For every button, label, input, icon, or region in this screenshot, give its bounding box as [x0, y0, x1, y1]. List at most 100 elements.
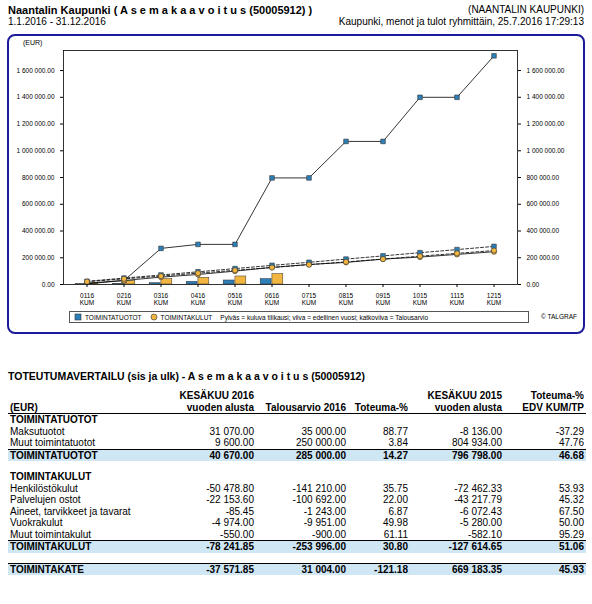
html-text:-100 692.00: -100 692.00 [292, 494, 346, 505]
html-text:-78 241.85: -78 241.85 [206, 541, 254, 552]
svg-text:600 000.00: 600 000.00 [527, 200, 560, 207]
html-text:Talousarvio 2016: Talousarvio 2016 [265, 401, 346, 413]
svg-text:0316KUM: 0316KUM [154, 292, 169, 306]
svg-text:0815KUM: 0815KUM [339, 292, 354, 306]
html-text:-22 153.60: -22 153.60 [206, 494, 254, 505]
svg-text:1 400 000.00: 1 400 000.00 [527, 93, 565, 100]
html-text:-72 462.33: -72 462.33 [454, 482, 502, 494]
svg-text:1 600 000.00: 1 600 000.00 [527, 67, 565, 74]
html-text:-1 243.00: -1 243.00 [303, 505, 346, 517]
html-text:Aineet, tarvikkeet ja tavarat: Aineet, tarvikkeet ja tavarat [10, 505, 131, 517]
html-text:-121.18: -121.18 [374, 563, 408, 575]
html-text:796 798.00: 796 798.00 [451, 449, 502, 461]
svg-text:1015KUM: 1015KUM [413, 292, 428, 306]
html-text:35 000.00: 35 000.00 [301, 425, 346, 437]
html-text:669 183.35: 669 183.35 [451, 563, 502, 575]
html-text:50.00: 50.00 [559, 517, 584, 528]
html-text:-9 951.00: -9 951.00 [303, 517, 346, 528]
html-text:-37.29: -37.29 [555, 425, 584, 437]
html-text:45.93: 45.93 [559, 563, 584, 575]
html-text:-141 210.00: -141 210.00 [292, 482, 346, 494]
html-text:Toteuma-% EDV KUM/TP: Toteuma-% EDV KUM/TP [522, 390, 584, 413]
svg-text:200 000.00: 200 000.00 [22, 254, 55, 261]
html-text:-8 136.00: -8 136.00 [459, 425, 502, 437]
html-text:9 600.00: 9 600.00 [215, 437, 254, 448]
html-text:35.75: 35.75 [383, 482, 408, 494]
svg-text:0516KUM: 0516KUM [228, 292, 243, 306]
html-text:46.68: 46.68 [559, 449, 584, 461]
html-text:3.84: 3.84 [388, 437, 408, 448]
html-text:-50 478.80: -50 478.80 [206, 482, 254, 494]
svg-text:800 000.00: 800 000.00 [527, 174, 560, 181]
svg-text:0915KUM: 0915KUM [376, 292, 391, 306]
html-text:Kaupunki, menot ja tulot ryhmi: Kaupunki, menot ja tulot ryhmittäin, 25.… [338, 16, 584, 27]
svg-text:0715KUM: 0715KUM [302, 292, 317, 306]
html-text:88.77: 88.77 [383, 425, 408, 437]
html-text:-4 974.00: -4 974.00 [211, 517, 254, 528]
html-text:Maksutuotot: Maksutuotot [10, 425, 65, 437]
html-text:-6 072.43: -6 072.43 [459, 505, 502, 517]
html-text:(NAANTALIN KAUPUNKI): (NAANTALIN KAUPUNKI) [468, 4, 584, 15]
html-text:TOIMINTAKATE: TOIMINTAKATE [10, 563, 84, 575]
html-text:-253 996.00: -253 996.00 [292, 541, 346, 552]
html-text:TOIMINTAKULUT: TOIMINTAKULUT [10, 541, 92, 552]
svg-text:400 000.00: 400 000.00 [527, 227, 560, 234]
html-text:Toteuma-%: Toteuma-% [354, 401, 408, 413]
html-text:250 000.00: 250 000.00 [295, 437, 346, 448]
svg-text:1 400 000.00: 1 400 000.00 [17, 93, 55, 100]
svg-text:1 000 000.00: 1 000 000.00 [17, 147, 55, 154]
svg-text:1115KUM: 1115KUM [450, 292, 464, 306]
html-text:-900.00: -900.00 [312, 528, 346, 540]
html-text:TOIMINTAKULUT: TOIMINTAKULUT [10, 471, 92, 482]
html-text:TOIMINTATUOTOT: TOIMINTATUOTOT [10, 449, 98, 461]
svg-text:0416KUM: 0416KUM [191, 292, 206, 306]
html-text:KESÄKUU 2015 vuoden alusta: KESÄKUU 2015 vuoden alusta [427, 390, 502, 413]
html-text:47.76: 47.76 [559, 437, 584, 448]
html-text:31 070.00: 31 070.00 [209, 425, 254, 437]
html-text:Henkilöstökulut: Henkilöstökulut [10, 482, 78, 494]
html-text:40 670.00: 40 670.00 [209, 449, 254, 461]
html-text:285 000.00: 285 000.00 [295, 449, 346, 461]
html-text:49.98: 49.98 [383, 517, 408, 528]
svg-text:0216KUM: 0216KUM [117, 292, 132, 306]
html-text:Vuokrakulut: Vuokrakulut [10, 517, 63, 528]
svg-text:0.00: 0.00 [527, 281, 540, 288]
svg-text:0116KUM: 0116KUM [80, 292, 95, 306]
html-text:Muut toimintatuotot: Muut toimintatuotot [10, 437, 95, 448]
html-text:22.00: 22.00 [383, 494, 408, 505]
html-text:31 004.00: 31 004.00 [301, 563, 346, 575]
html-text:TOIMINTATUOTOT: TOIMINTATUOTOT [10, 414, 98, 425]
svg-text:1 200 000.00: 1 200 000.00 [17, 120, 55, 127]
svg-text:600 000.00: 600 000.00 [22, 200, 55, 207]
html-text:Palvelujen ostot: Palvelujen ostot [10, 494, 81, 505]
html-text:6.87: 6.87 [388, 505, 408, 517]
html-text:53.93: 53.93 [559, 482, 584, 494]
html-text:-43 217.79: -43 217.79 [454, 494, 502, 505]
svg-text:1 200 000.00: 1 200 000.00 [527, 120, 565, 127]
html-text:14.27: 14.27 [383, 449, 408, 461]
svg-text:0.00: 0.00 [42, 281, 55, 288]
svg-text:200 000.00: 200 000.00 [527, 254, 560, 261]
html-text:Muut toimintakulut: Muut toimintakulut [10, 528, 92, 540]
html-text:-582.10: -582.10 [468, 528, 502, 540]
html-text:-85.45: -85.45 [225, 505, 254, 517]
html-text:-5 280.00: -5 280.00 [459, 517, 502, 528]
svg-text:1 000 000.00: 1 000 000.00 [527, 147, 565, 154]
html-text:45.32: 45.32 [559, 494, 584, 505]
html-text:67.50: 67.50 [559, 505, 584, 517]
svg-text:1215KUM: 1215KUM [487, 292, 502, 306]
svg-text:1 600 000.00: 1 600 000.00 [17, 67, 55, 74]
html-text:95.29: 95.29 [559, 528, 584, 540]
html-text:Naantalin Kaupunki ( A s e m a: Naantalin Kaupunki ( A s e m a k a a v o… [8, 4, 313, 16]
html-text:(EUR): (EUR) [10, 401, 38, 413]
html-text:61.11: 61.11 [383, 528, 408, 540]
html-text:-37 571.85: -37 571.85 [206, 563, 254, 575]
svg-text:400 000.00: 400 000.00 [22, 227, 55, 234]
html-text:KESÄKUU 2016 vuoden alusta: KESÄKUU 2016 vuoden alusta [179, 390, 254, 413]
svg-text:800 000.00: 800 000.00 [22, 174, 55, 181]
html-text:-550.00: -550.00 [220, 528, 254, 540]
html-text:804 934.00: 804 934.00 [451, 437, 502, 448]
html-text:1.1.2016 - 31.12.2016: 1.1.2016 - 31.12.2016 [8, 16, 106, 27]
svg-text:0616KUM: 0616KUM [265, 292, 280, 306]
html-text:TOTEUTUMAVERTAILU (sis ja ulk): TOTEUTUMAVERTAILU (sis ja ulk) - A s e m… [8, 370, 365, 382]
